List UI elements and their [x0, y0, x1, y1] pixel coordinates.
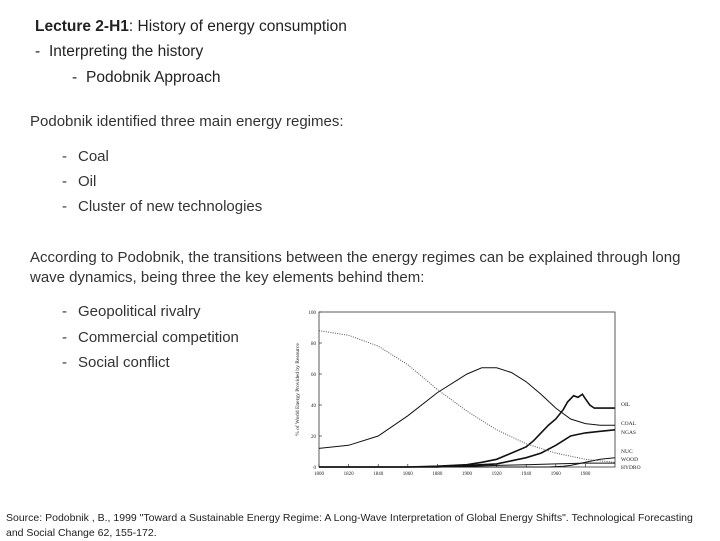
x-tick-label: 1820: [344, 472, 355, 477]
title-bold: Lecture 2-H1: [35, 18, 129, 35]
series-line-nuc: [319, 457, 616, 468]
list-item: - Commercial competition: [62, 329, 239, 346]
dash-bullet: -: [72, 69, 78, 86]
energy-share-chart: 0 20 40 60 80 100 1800 1820 1840 1860 1880 1900 1920…: [294, 311, 641, 477]
list-item: - Geopolitical rivalry: [62, 303, 201, 320]
slide-title: Lecture 2-H1: History of energy consumpt…: [35, 18, 347, 36]
x-tick-label: 1840: [373, 472, 384, 477]
series-label-hydro: HYDRO: [621, 465, 641, 471]
outline-level-2-text: Podobnik Approach: [86, 69, 221, 86]
plot-frame: [318, 311, 616, 468]
series-line-oil: [319, 393, 615, 468]
series-label-oil: OIL: [621, 402, 631, 408]
dash-bullet: -: [62, 329, 67, 346]
x-tick-label: 1940: [521, 472, 532, 477]
dash-bullet: -: [62, 173, 67, 190]
x-tick-label: 1860: [403, 472, 414, 477]
x-tick-label: 1800: [314, 472, 325, 477]
list-item: - Social conflict: [62, 354, 170, 371]
list-item-text: Cluster of new technologies: [78, 198, 263, 215]
outline-level-1: - Interpreting the history: [35, 43, 203, 61]
x-tick-label: 1900: [462, 472, 473, 477]
series-label-ngas: NGAS: [621, 430, 636, 436]
y-tick-label: 80: [311, 342, 317, 347]
x-tick-label: 1920: [492, 472, 503, 477]
list-item-text: Oil: [78, 173, 97, 190]
list-item: - Coal: [62, 148, 109, 165]
series-line-hydro: [319, 462, 615, 468]
series-line-wood: [318, 330, 616, 463]
list-item-text: Commercial competition: [78, 329, 239, 346]
list-item: - Cluster of new technologies: [62, 198, 262, 215]
list-item-text: Geopolitical rivalry: [78, 303, 201, 320]
list-item-text: Social conflict: [78, 354, 170, 371]
dash-bullet: -: [62, 354, 67, 371]
transition-paragraph: According to Podobnik, the transitions b…: [30, 249, 681, 286]
dash-bullet: -: [35, 43, 41, 60]
outline-level-2: - Podobnik Approach: [72, 69, 220, 87]
y-tick-label: 40: [311, 404, 317, 409]
dash-bullet: -: [62, 303, 67, 320]
y-tick-label: 100: [309, 311, 317, 316]
series-label-nuc: NUC: [621, 449, 633, 455]
y-tick-label: 20: [311, 435, 317, 440]
list-item-text: Coal: [78, 148, 109, 165]
outline-level-1-text: Interpreting the history: [49, 43, 204, 60]
x-tick-label: 1960: [551, 472, 562, 477]
source-citation: Source: Podobnik , B., 1999 "Toward a Su…: [6, 512, 693, 539]
series-line-coal: [318, 367, 615, 449]
x-tick-label: 1980: [580, 472, 591, 477]
dash-bullet: -: [62, 198, 67, 215]
dash-bullet: -: [62, 148, 67, 165]
series-line-ngas: [319, 429, 616, 468]
list-item: - Oil: [62, 173, 96, 190]
series-label-coal: COAL: [621, 421, 637, 427]
y-tick-label: 60: [311, 373, 317, 378]
series-label-wood: WOOD: [621, 457, 638, 463]
y-axis-label: % of World Energy Provided by Resource: [294, 343, 301, 436]
intro-paragraph: Podobnik identified three main energy re…: [30, 113, 344, 130]
x-tick-label: 1880: [432, 472, 443, 477]
y-tick-label: 0: [314, 466, 317, 471]
title-rest: : History of energy consumption: [128, 18, 347, 35]
